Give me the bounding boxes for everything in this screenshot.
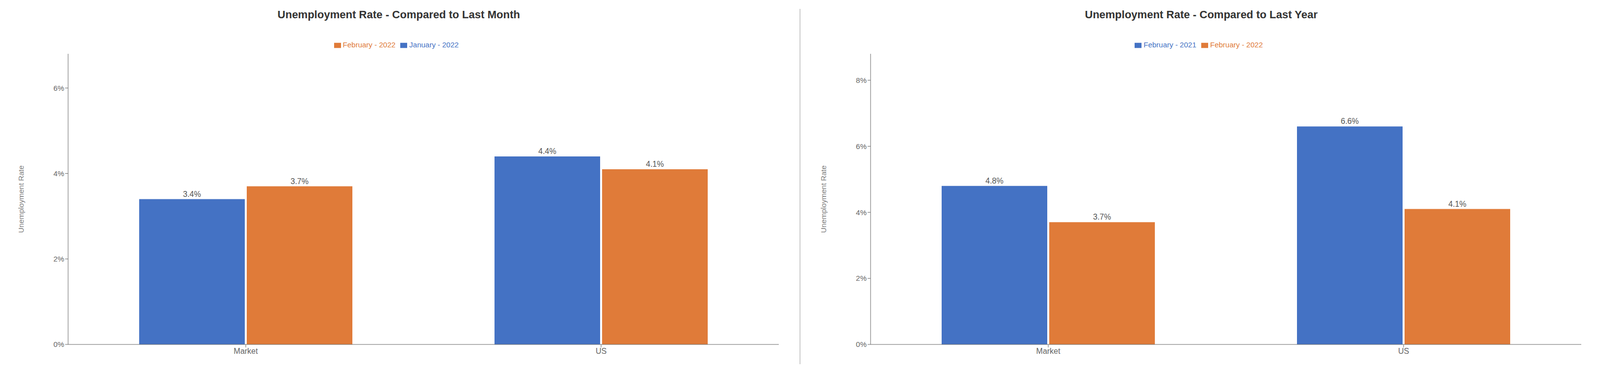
svg-text:4.1%: 4.1% <box>1448 199 1467 209</box>
svg-text:4.8%: 4.8% <box>985 176 1004 186</box>
svg-text:4.4%: 4.4% <box>538 147 557 156</box>
svg-text:2%: 2% <box>855 273 867 283</box>
svg-text:Unemployment Rate: Unemployment Rate <box>16 165 26 233</box>
svg-text:6%: 6% <box>855 142 867 151</box>
svg-text:4.1%: 4.1% <box>646 159 664 169</box>
html-text:February - 2022: February - 2022 <box>342 40 396 49</box>
svg-text:8%: 8% <box>855 76 867 85</box>
svg-text:4%: 4% <box>53 169 65 178</box>
svg-text:0%: 0% <box>53 340 65 349</box>
svg-text:3.7%: 3.7% <box>1093 212 1111 222</box>
svg-text:6.6%: 6.6% <box>1340 116 1359 126</box>
svg-text:0%: 0% <box>855 340 867 349</box>
svg-text:Market: Market <box>1036 346 1061 356</box>
html-text:Unemployment Rate - Compared t: Unemployment Rate - Compared to Last Yea… <box>1084 8 1318 21</box>
html-text:February - 2022: February - 2022 <box>1210 40 1263 49</box>
svg-text:3.7%: 3.7% <box>290 177 309 186</box>
svg-text:4%: 4% <box>855 208 867 217</box>
svg-text:2%: 2% <box>53 254 65 264</box>
svg-text:US: US <box>595 346 607 356</box>
svg-text:6%: 6% <box>53 83 65 93</box>
html-text:January - 2022: January - 2022 <box>409 40 459 49</box>
svg-text:3.4%: 3.4% <box>183 190 201 199</box>
svg-text:Market: Market <box>233 346 259 356</box>
svg-text:Unemployment Rate: Unemployment Rate <box>819 165 828 233</box>
html-text:February - 2021: February - 2021 <box>1143 40 1197 49</box>
html-text:Unemployment Rate - Compared t: Unemployment Rate - Compared to Last Mon… <box>277 8 521 21</box>
svg-text:US: US <box>1398 346 1410 356</box>
